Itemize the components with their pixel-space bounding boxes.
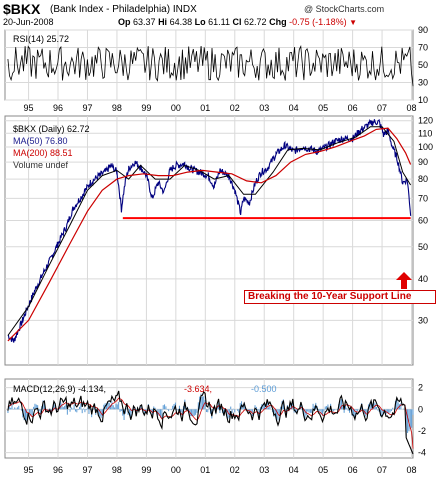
- change-value: -0.75 (-1.18%): [289, 17, 347, 27]
- x-tick-label: 02: [230, 103, 240, 113]
- macd-series: [7, 390, 414, 455]
- rsi-tick-label: 10: [418, 95, 428, 105]
- x-tick-label: 99: [141, 103, 151, 113]
- x-tick-label: 07: [377, 103, 387, 113]
- rsi-label: RSI(14) 25.72: [13, 34, 70, 44]
- price-panel: [4, 115, 414, 366]
- x-tick-label: 03: [259, 465, 269, 475]
- chart-date: 20-Jun-2008: [3, 17, 54, 27]
- macd-tick-label: -2: [418, 426, 426, 436]
- price-tick-label: 100: [418, 142, 433, 152]
- rsi-tick-label: 50: [418, 60, 428, 70]
- x-tick-label: 01: [200, 103, 210, 113]
- change-label: Chg: [269, 17, 287, 27]
- macd-line: [7, 390, 414, 455]
- x-tick-label: 95: [24, 465, 34, 475]
- price-tick-label: 120: [418, 116, 433, 126]
- open-label: Op: [118, 17, 131, 27]
- annotation-text: Breaking the 10-Year Support Line: [248, 291, 412, 302]
- price-tick-label: 110: [418, 128, 432, 138]
- price-tick-label: 70: [418, 193, 428, 203]
- macd-tick-label: -4: [418, 448, 426, 458]
- x-tick-label: 99: [141, 465, 151, 475]
- x-tick-label: 00: [171, 465, 181, 475]
- chart-index-name: (Bank Index - Philadelphia) INDX: [50, 5, 197, 15]
- x-tick-label: 96: [53, 465, 63, 475]
- price-tick-label: 60: [418, 216, 428, 226]
- down-arrow-icon: ▼: [349, 18, 358, 27]
- price-series: [7, 118, 412, 343]
- axes: 9595969697979898999900000101020203030404…: [24, 25, 433, 475]
- rsi-line: [7, 44, 414, 87]
- x-tick-label: 96: [53, 103, 63, 113]
- open-value: 63.37: [133, 17, 156, 27]
- rsi-tick-label: 90: [418, 25, 428, 35]
- high-value: 64.38: [169, 17, 193, 27]
- exchange-code: INDX: [172, 4, 197, 15]
- price-tick-label: 50: [418, 242, 428, 252]
- x-tick-label: 08: [407, 103, 417, 113]
- ma50-line: [7, 126, 412, 336]
- x-tick-label: 07: [377, 465, 387, 475]
- x-tick-label: 06: [348, 465, 358, 475]
- x-tick-label: 00: [171, 103, 181, 113]
- macd-histogram-label: -0.500: [251, 384, 277, 394]
- macd-panel: [4, 378, 414, 459]
- watermark: @ StockCharts.com: [304, 4, 385, 14]
- x-tick-label: 06: [348, 103, 358, 113]
- index-name: (Bank Index - Philadelphia): [50, 4, 171, 15]
- x-tick-label: 04: [289, 103, 299, 113]
- price-tick-label: 30: [418, 315, 428, 325]
- low-label: Lo: [194, 17, 206, 27]
- low-value: 61.11: [208, 17, 230, 27]
- ohlc-readout: Op 63.37 Hi 64.38 Lo 61.11 Cl 62.72 Chg …: [118, 18, 357, 27]
- x-tick-label: 08: [407, 465, 417, 475]
- x-tick-label: 05: [318, 103, 328, 113]
- grid: [5, 29, 413, 458]
- x-tick-label: 97: [82, 465, 92, 475]
- chart-symbol: $BKX: [3, 1, 41, 17]
- x-tick-label: 02: [230, 465, 240, 475]
- rsi-tick-label: 70: [418, 43, 428, 53]
- macd-tick-label: 0: [418, 404, 423, 414]
- x-tick-label: 98: [112, 465, 122, 475]
- macd-label: MACD(12,26,9) -4.134,: [13, 384, 107, 394]
- x-tick-label: 03: [259, 103, 269, 113]
- macd-tick-label: 2: [418, 383, 423, 393]
- ma200-line: [7, 127, 412, 342]
- x-tick-label: 95: [24, 103, 34, 113]
- rsi-tick-label: 30: [418, 78, 428, 88]
- macd-signal-label: -3.634,: [184, 384, 213, 394]
- x-tick-label: 05: [318, 465, 328, 475]
- price-tick-label: 80: [418, 174, 428, 184]
- price-tick-label: 90: [418, 157, 428, 167]
- high-label: Hi: [158, 17, 168, 27]
- support-arrow-icon: [396, 272, 412, 289]
- rsi-series: [7, 44, 414, 87]
- close-value: 62.72: [244, 17, 267, 27]
- price-legend-volume: Volume undef: [13, 160, 69, 170]
- annotation-box: [244, 290, 436, 304]
- price-legend-ma50: MA(50) 76.80: [13, 136, 68, 146]
- price-legend-ma200: MA(200) 88.51: [13, 148, 73, 158]
- price-legend-main: $BKX (Daily) 62.72: [13, 124, 90, 134]
- price-tick-label: 40: [418, 274, 428, 284]
- close-label: Cl: [232, 17, 242, 27]
- x-tick-label: 01: [200, 465, 210, 475]
- x-tick-label: 98: [112, 103, 122, 113]
- x-tick-label: 97: [82, 103, 92, 113]
- x-tick-label: 04: [289, 465, 299, 475]
